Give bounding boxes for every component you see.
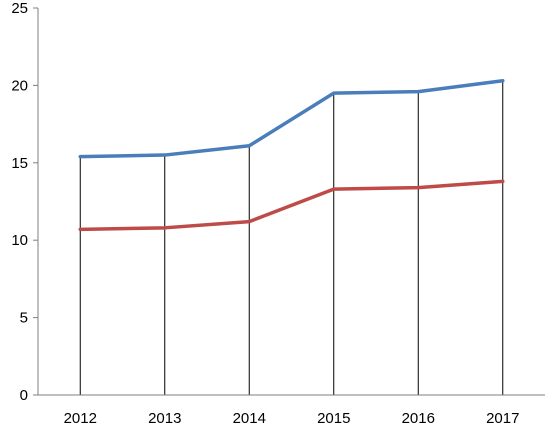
x-axis-ticks: 2012 2013 2014 2015 2016 2017 bbox=[64, 410, 520, 427]
y-tick-label: 10 bbox=[11, 232, 28, 249]
y-axis-ticks: 0 5 10 15 20 25 bbox=[11, 0, 38, 404]
series-lines bbox=[78, 79, 505, 232]
series-line-1 bbox=[78, 79, 505, 159]
drop-lines bbox=[79, 80, 504, 395]
x-tick-label: 2016 bbox=[402, 410, 435, 427]
y-tick-label: 0 bbox=[20, 387, 28, 404]
x-tick-label: 2014 bbox=[233, 410, 266, 427]
y-tick-label: 15 bbox=[11, 155, 28, 172]
y-tick-label: 5 bbox=[20, 310, 28, 327]
x-tick-label: 2017 bbox=[486, 410, 519, 427]
x-tick-label: 2013 bbox=[148, 410, 181, 427]
x-tick-label: 2015 bbox=[317, 410, 350, 427]
y-tick-label: 20 bbox=[11, 77, 28, 94]
y-tick-label: 25 bbox=[11, 0, 28, 17]
x-tick-label: 2012 bbox=[64, 410, 97, 427]
series-line-2 bbox=[78, 179, 505, 232]
